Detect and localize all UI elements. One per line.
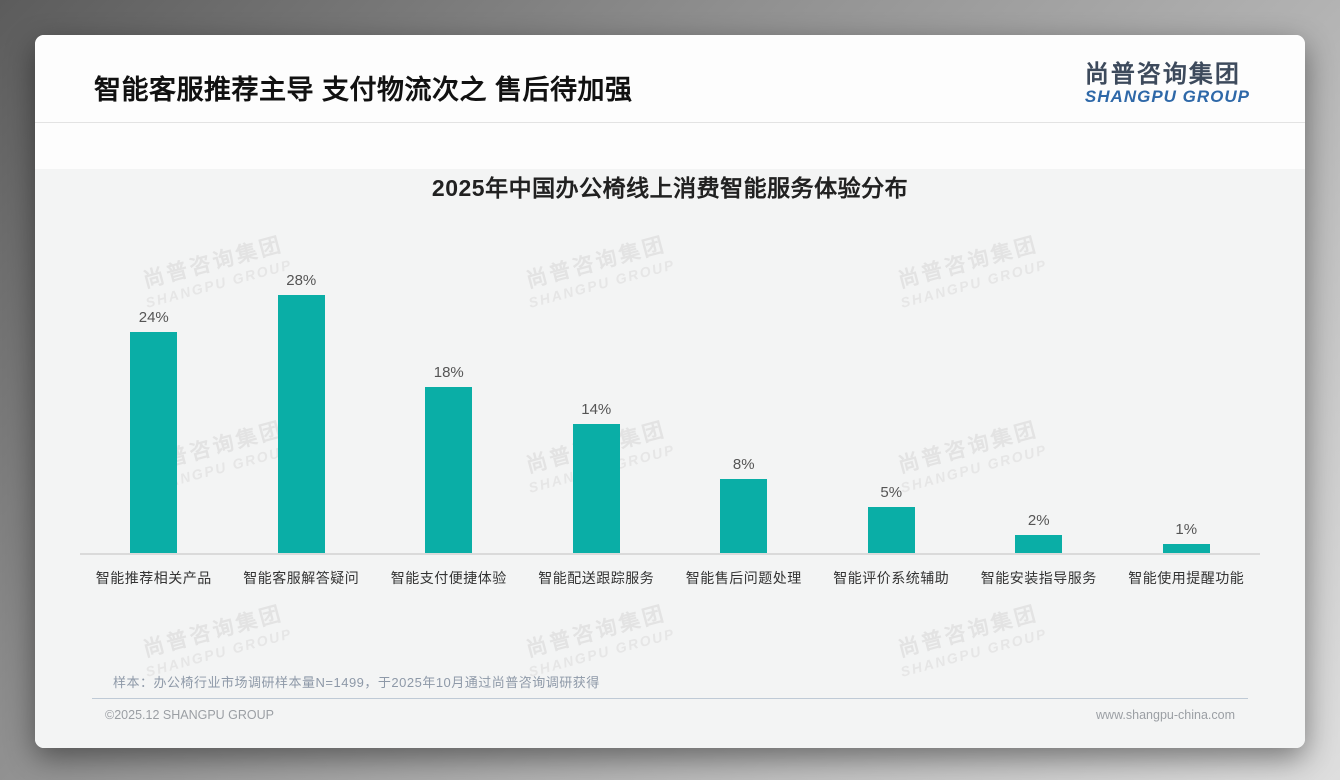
- logo-english-text: SHANGPU GROUP: [1084, 87, 1250, 107]
- slide-header: 智能客服推荐主导 支付物流次之 售后待加强 尚普咨询集团 SHANGPU GRO…: [35, 35, 1305, 123]
- bars-row: 24% 28% 18% 14% 8% 5% 2% 1%: [80, 225, 1260, 555]
- category-label: 智能支付便捷体验: [390, 570, 507, 586]
- bar-column: 18%: [375, 364, 523, 553]
- bar-column: 14%: [523, 401, 671, 553]
- bar: [572, 424, 620, 553]
- bar: [1162, 544, 1210, 553]
- slide-card: 智能客服推荐主导 支付物流次之 售后待加强 尚普咨询集团 SHANGPU GRO…: [35, 35, 1305, 748]
- bar: [1015, 535, 1063, 553]
- bar: [277, 295, 325, 553]
- category-label: 智能配送跟踪服务: [538, 570, 655, 586]
- category-label: 智能售后问题处理: [685, 570, 802, 586]
- bar-value-label: 18%: [433, 364, 464, 381]
- category-label: 智能安装指导服务: [980, 570, 1097, 586]
- bar-column: 1%: [1113, 521, 1261, 553]
- category-label: 智能客服解答疑问: [243, 570, 360, 586]
- website-text: www.shangpu-china.com: [1096, 708, 1235, 722]
- bar: [867, 507, 915, 553]
- page-title: 智能客服推荐主导 支付物流次之 售后待加强: [94, 75, 633, 105]
- chart-area: 2025年中国办公椅线上消费智能服务体验分布 24% 28% 18% 14% 8% 5% 2…: [35, 169, 1305, 748]
- category-label: 智能推荐相关产品: [95, 570, 212, 586]
- bar-value-label: 28%: [286, 272, 317, 289]
- bar-value-label: 8%: [732, 456, 755, 473]
- chart-title: 2025年中国办公椅线上消费智能服务体验分布: [431, 175, 909, 201]
- sample-note: 样本：办公椅行业市场调研样本量N=1499，于2025年10月通过尚普咨询调研获…: [113, 675, 600, 690]
- bar: [130, 332, 178, 553]
- bar-value-label: 1%: [1175, 521, 1198, 538]
- bar-column: 28%: [228, 272, 376, 553]
- bar-value-label: 2%: [1027, 512, 1050, 529]
- bar-column: 2%: [965, 512, 1113, 553]
- logo-chinese-text: 尚普咨询集团: [1084, 60, 1241, 88]
- category-label: 智能使用提醒功能: [1128, 570, 1245, 586]
- bar-column: 8%: [670, 456, 818, 553]
- slide-body: 尚普咨询集团 SHANGPU GROUP 尚普咨询集团 SHANGPU GROUP 尚普…: [35, 169, 1305, 748]
- bar: [425, 387, 473, 553]
- bar: [720, 479, 768, 553]
- slide-footer: ©2025.12 SHANGPU GROUP www.shangpu-china…: [92, 698, 1248, 722]
- copyright-text: ©2025.12 SHANGPU GROUP: [105, 708, 274, 722]
- bar-column: 24%: [80, 309, 228, 553]
- category-row: 智能推荐相关产品 智能客服解答疑问 智能支付便捷体验 智能配送跟踪服务 智能售后问题处理…: [80, 555, 1260, 588]
- bar-value-label: 5%: [880, 484, 903, 501]
- category-label: 智能评价系统辅助: [833, 570, 950, 586]
- bar-value-label: 24%: [138, 309, 169, 326]
- bar-column: 5%: [818, 484, 966, 553]
- bar-value-label: 14%: [581, 401, 612, 418]
- company-logo: 尚普咨询集团 SHANGPU GROUP: [1085, 50, 1250, 107]
